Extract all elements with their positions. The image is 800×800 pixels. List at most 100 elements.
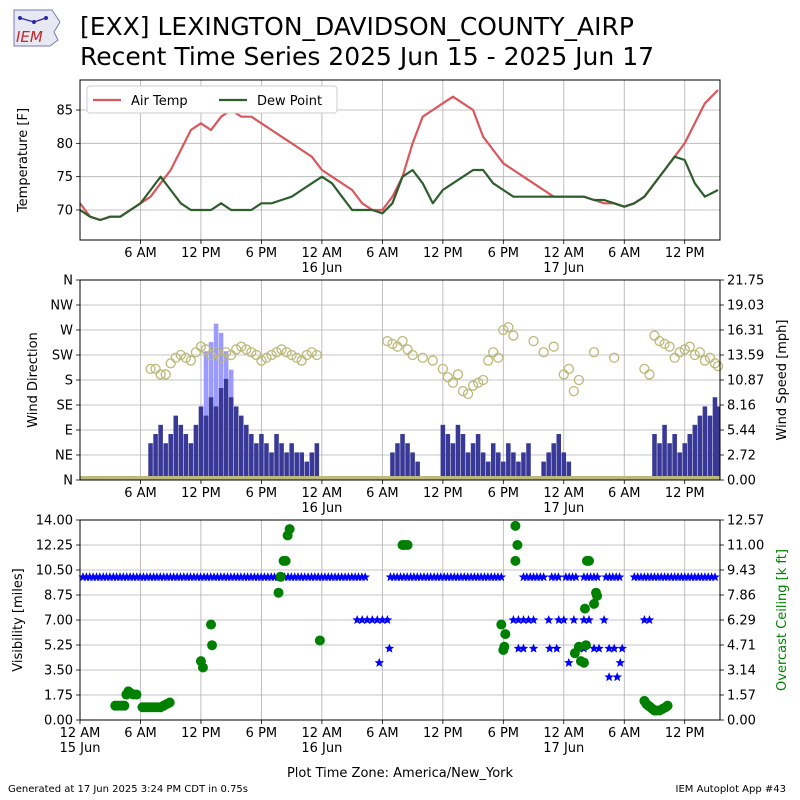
wind-direction-point [467, 380, 479, 391]
wind-direction-point [417, 352, 428, 363]
wind-speed-bar [697, 415, 703, 480]
wind-direction-point [276, 344, 287, 355]
ceiling-marker [206, 619, 217, 630]
wind-speed-bar [390, 452, 395, 480]
wind-direction-point [311, 349, 323, 361]
x-tick-sublabel: 16 Jun [301, 501, 342, 516]
visibility-marker [554, 615, 564, 624]
wind-direction-point [306, 347, 317, 358]
wind-direction-point [694, 347, 705, 358]
wind-direction-point [609, 352, 620, 363]
wind-speed-bar [450, 443, 456, 480]
y-tick-label: 0.00 [44, 714, 73, 729]
wind-direction-point [231, 344, 242, 355]
x-tick-sublabel: 17 Jun [543, 261, 584, 276]
wind-direction-point [588, 347, 600, 358]
gust-bar [213, 323, 219, 480]
wind-direction-point [477, 374, 489, 386]
wind-speed-bar [193, 424, 199, 480]
wind-speed-bar [183, 434, 189, 480]
generated-note: Generated at 17 Jun 2025 3:24 PM CDT in … [8, 784, 249, 795]
visibility-marker [564, 657, 574, 667]
visibility-marker [496, 572, 506, 582]
wind-speed-bar [173, 415, 179, 480]
x-tick-label: 12 PM [665, 246, 705, 261]
visibility-marker [594, 643, 604, 653]
visibility-marker [552, 643, 562, 653]
y2-tick-label: 7.86 [727, 589, 756, 604]
y-tick-label: 14.00 [36, 514, 73, 529]
wind-direction-point [689, 349, 700, 361]
wind-direction-point [684, 341, 695, 352]
wind-direction-point [548, 341, 559, 352]
y-tick-label: 5.25 [44, 639, 73, 654]
x-tick-label: 12 PM [665, 486, 705, 501]
y-tick-label: W [60, 324, 73, 339]
wind-direction-point [654, 335, 665, 347]
wind-direction-point [568, 385, 580, 397]
wind-direction-point [498, 324, 509, 336]
visibility-marker [513, 615, 524, 624]
visibility-marker [382, 615, 393, 624]
visibility-marker [538, 572, 549, 582]
wind-direction-point [447, 377, 459, 388]
visibility-marker [518, 643, 529, 653]
x-tick-label: 12 AM [543, 486, 584, 501]
y-tick-label: 10.50 [36, 564, 73, 579]
wind-direction-point [563, 363, 574, 375]
x-tick-label: 12 PM [665, 726, 705, 741]
x-tick-label: 6 AM [608, 486, 641, 501]
x-tick-label: 6 AM [366, 726, 399, 741]
wind-speed-bar [465, 452, 471, 480]
wind-speed-bar [440, 424, 446, 480]
ceiling-marker [510, 520, 521, 531]
ceiling-marker [273, 587, 284, 598]
legend-label: Dew Point [257, 94, 322, 109]
ceiling-marker [197, 662, 208, 673]
ceiling-marker [280, 555, 291, 566]
x-tick-label: 6 AM [124, 486, 157, 501]
x-tick-label: 12 PM [181, 486, 221, 501]
wind-direction-point [639, 363, 650, 375]
y2-tick-label: 10.87 [727, 374, 764, 389]
wind-direction-point [286, 349, 297, 361]
wind-direction-point [493, 352, 504, 363]
wind-direction-point [261, 352, 272, 363]
wind-speed-bar [410, 452, 415, 480]
x-tick-sublabel: 17 Jun [543, 501, 584, 516]
x-tick-label: 6 AM [124, 246, 157, 261]
x-tick-label: 12 PM [423, 486, 463, 501]
visibility-marker [569, 615, 579, 624]
wind-speed-bar [556, 434, 562, 480]
y-tick-label: N [63, 274, 73, 289]
x-tick-label: 6 AM [608, 246, 641, 261]
x-tick-label: 6 PM [488, 486, 519, 501]
y2-axis-label: Wind Speed [mph] [775, 320, 790, 441]
wind-direction-point [483, 355, 494, 366]
wind-direction-point [437, 363, 448, 375]
ceiling-marker [583, 555, 594, 566]
ceiling-marker [284, 524, 295, 535]
wind-direction-point [185, 355, 197, 366]
y2-tick-label: 5.44 [727, 424, 756, 439]
y2-tick-label: 8.16 [727, 399, 756, 414]
wind-speed-bar [218, 388, 224, 480]
wind-speed-bar [254, 443, 259, 480]
wind-direction-point [175, 349, 186, 361]
ceiling-marker [591, 587, 602, 598]
x-axis-label: Plot Time Zone: America/New_York [287, 766, 514, 781]
y-tick-label: 75 [56, 170, 73, 185]
wind-direction-point [528, 335, 539, 347]
wind-speed-bar [712, 397, 718, 480]
series-line-dew-point [79, 155, 719, 222]
x-tick-label: 6 AM [124, 726, 157, 741]
wind-direction-point [573, 374, 585, 386]
visibility-marker [592, 572, 603, 582]
y-tick-label: NW [50, 299, 73, 314]
wind-speed-bar [198, 406, 204, 480]
visibility-marker [384, 643, 395, 653]
legend-box [86, 85, 338, 114]
y2-tick-label: 12.57 [727, 514, 764, 529]
wind-speed-bar [314, 443, 320, 480]
wind-speed-bar [682, 443, 687, 480]
